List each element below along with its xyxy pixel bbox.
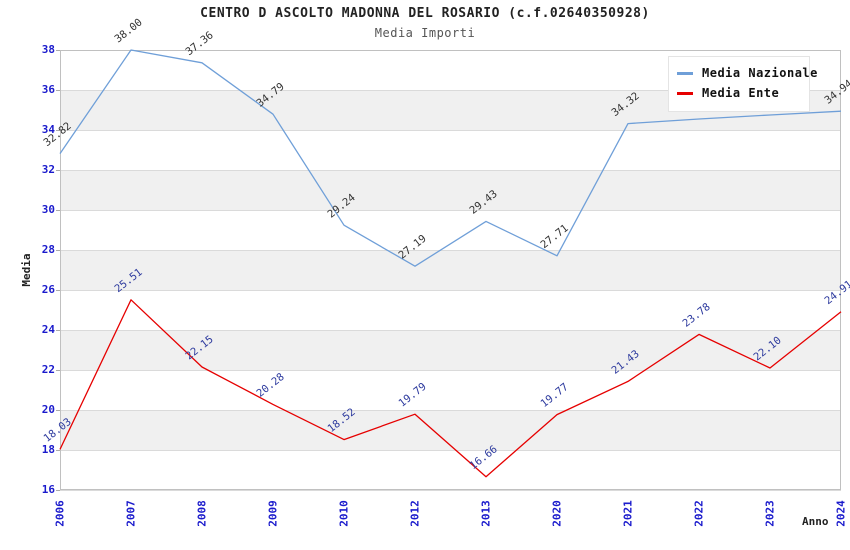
x-axis-title: Anno <box>802 515 829 528</box>
y-tick-label: 20 <box>41 403 55 416</box>
legend-item-media-nazionale: Media Nazionale <box>677 63 817 83</box>
chart-subtitle: Media Importi <box>374 26 476 40</box>
x-tick-label: 2020 <box>550 500 564 527</box>
legend-swatch-nazionale-icon <box>677 71 693 75</box>
point-label: 19.79 <box>396 381 428 410</box>
x-tick-label: 2022 <box>692 500 706 527</box>
x-tick-label: 2009 <box>266 500 280 527</box>
chart-title: CENTRO D ASCOLTO MADONNA DEL ROSARIO (c.… <box>200 6 650 21</box>
x-tick-label: 2012 <box>408 500 422 527</box>
x-tick-label: 2010 <box>337 500 351 527</box>
y-tick-label: 26 <box>41 283 55 296</box>
series-line-ente <box>59 299 842 478</box>
plot-band <box>60 170 841 210</box>
x-tick-label: 2013 <box>479 500 493 527</box>
y-axis-title: Media <box>20 253 33 287</box>
point-label: 23.78 <box>680 301 712 330</box>
plot-border <box>60 50 841 490</box>
x-tick-label: 2008 <box>195 500 209 527</box>
legend-label-nazionale: Media Nazionale <box>702 66 818 80</box>
y-tick-label: 22 <box>41 363 55 376</box>
y-tick-label: 38 <box>41 43 55 56</box>
series-line-nazionale <box>59 49 842 267</box>
y-tick-label: 34 <box>41 123 55 136</box>
legend-swatch-ente-icon <box>677 91 693 95</box>
legend-item-media-ente: Media Ente <box>677 83 801 103</box>
plot-band <box>60 250 841 290</box>
y-tick-label: 24 <box>41 323 55 336</box>
legend: Media Nazionale Media Ente <box>668 56 817 112</box>
y-tick-label: 16 <box>41 483 55 496</box>
point-label: 19.77 <box>538 381 570 410</box>
y-tick-label: 18 <box>41 443 55 456</box>
point-label: 27.71 <box>538 222 570 251</box>
x-tick-label: 2021 <box>621 500 635 527</box>
y-tick-label: 28 <box>41 243 55 256</box>
point-label: 20.28 <box>254 371 286 400</box>
x-tick-label: 2024 <box>834 500 848 527</box>
y-tick-label: 32 <box>41 163 55 176</box>
y-tick-label: 36 <box>41 83 55 96</box>
y-tick-label: 30 <box>41 203 55 216</box>
plot-band <box>60 410 841 450</box>
legend-label-ente: Media Ente <box>702 86 780 100</box>
x-tick-label: 2006 <box>53 500 67 527</box>
x-tick-label: 2007 <box>124 500 138 527</box>
x-tick-label: 2023 <box>763 500 777 527</box>
plot-band <box>60 330 841 370</box>
